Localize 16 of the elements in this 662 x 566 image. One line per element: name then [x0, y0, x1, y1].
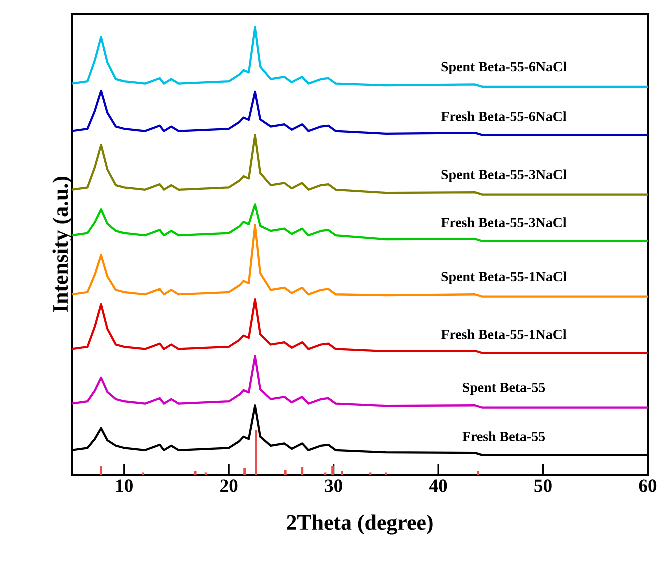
x-tick-label: 20: [220, 480, 238, 492]
x-tick-label: 50: [534, 480, 552, 492]
series-label: Spent Beta-55-6NaCl: [442, 62, 567, 74]
series-label: Spent Beta-55-1NaCl: [442, 272, 567, 284]
series-label: Fresh Beta-55-3NaCl: [441, 218, 567, 228]
series-label: Fresh Beta-55-6NaCl: [441, 112, 567, 122]
x-tick-label: 10: [116, 480, 133, 492]
x-tick-label: 60: [639, 480, 657, 492]
series-label: Fresh Beta-55: [462, 432, 545, 442]
y-axis-title: Intensity (a.u.): [52, 176, 73, 312]
x-axis-title: 2Theta (degree): [287, 514, 433, 535]
series-label: Fresh Beta-55-1NaCl: [441, 330, 567, 340]
x-tick-label: 40: [430, 480, 448, 492]
series-label: Spent Beta-55: [463, 382, 546, 396]
x-tick-label: 30: [325, 480, 342, 492]
series-label: Spent Beta-55-3NaCl: [442, 170, 567, 182]
